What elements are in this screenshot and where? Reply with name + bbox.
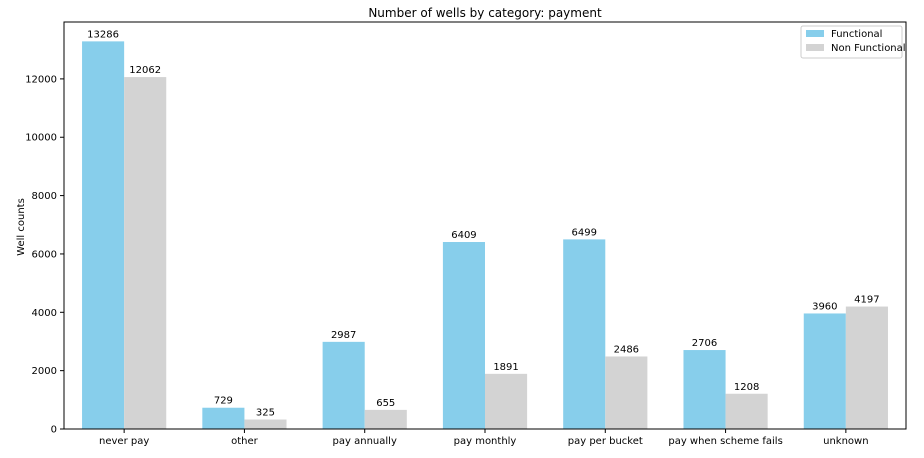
x-axis: never pay other pay annually pay monthly pay… <box>99 429 869 447</box>
bar-functional-unknown <box>803 313 846 429</box>
bar-value-non-functional-never-pay: 12062 <box>129 65 161 76</box>
bar-value-functional-pay-per-bucket: 6499 <box>572 227 597 238</box>
bar-non-functional-pay-monthly <box>485 373 528 429</box>
y-tick-label: 4000 <box>32 308 57 319</box>
bar-non-functional-pay-per-bucket <box>605 356 648 429</box>
bar-non-functional-pay-annually <box>364 409 407 429</box>
bar-functional-never-pay <box>82 41 125 429</box>
bar-functional-pay-annually <box>322 341 365 429</box>
bar-functional-pay-when-scheme-fails <box>683 350 726 429</box>
bar-value-non-functional-pay-annually: 655 <box>376 398 395 409</box>
legend-label-functional: Functional <box>831 29 882 40</box>
bar-value-non-functional-other: 325 <box>256 408 275 419</box>
bar-non-functional-unknown <box>845 306 888 429</box>
legend-swatch-functional <box>806 30 824 37</box>
y-tick-label: 12000 <box>25 74 57 85</box>
x-tick-label-pay-per-bucket: pay per bucket <box>568 436 643 447</box>
bar-value-non-functional-unknown: 4197 <box>854 295 879 306</box>
bar-non-functional-pay-when-scheme-fails <box>725 393 768 429</box>
bar-functional-other <box>202 407 245 429</box>
bar-non-functional-other <box>244 419 287 429</box>
bar-value-functional-pay-when-scheme-fails: 2706 <box>692 338 717 349</box>
y-tick-label: 10000 <box>25 133 57 144</box>
x-tick-label-pay-when-scheme-fails: pay when scheme fails <box>668 436 782 447</box>
plot-frame <box>63 21 907 430</box>
y-tick-label: 0 <box>51 425 57 436</box>
x-tick-label-pay-annually: pay annually <box>333 436 397 447</box>
legend-label-non-functional: Non Functional <box>831 43 906 54</box>
bar-value-functional-pay-monthly: 6409 <box>451 230 476 241</box>
legend: Functional Non Functional <box>800 25 906 59</box>
bar-value-non-functional-pay-per-bucket: 2486 <box>614 344 639 355</box>
bar-value-functional-other: 729 <box>214 396 233 407</box>
y-tick-label: 8000 <box>32 191 57 202</box>
y-tick-label: 2000 <box>32 366 57 377</box>
bar-functional-pay-per-bucket <box>563 239 606 429</box>
y-tick-label: 6000 <box>32 249 57 260</box>
bar-functional-pay-monthly <box>442 242 485 429</box>
legend-swatch-non-functional <box>806 44 824 51</box>
legend-box <box>800 25 903 59</box>
bar-non-functional-never-pay <box>124 77 167 429</box>
chart-title: Number of wells by category: payment <box>368 6 602 20</box>
bar-value-functional-never-pay: 13286 <box>87 29 119 40</box>
x-tick-label-other: other <box>231 436 259 447</box>
x-tick-label-pay-monthly: pay monthly <box>454 436 517 447</box>
bar-value-non-functional-pay-when-scheme-fails: 1208 <box>734 382 759 393</box>
x-tick-label-unknown: unknown <box>823 436 868 447</box>
y-axis-label: Well counts <box>16 198 27 256</box>
bar-value-labels: 13286 12062 729 325 2987 655 6409 1891 6499 2486 2… <box>87 29 879 418</box>
bar-value-functional-pay-annually: 2987 <box>331 330 356 341</box>
x-tick-label-never-pay: never pay <box>99 436 149 447</box>
bars <box>82 41 888 429</box>
y-axis: 0 2000 4000 6000 8000 10000 12000 <box>25 74 64 436</box>
bar-value-functional-unknown: 3960 <box>812 301 837 312</box>
bar-value-non-functional-pay-monthly: 1891 <box>493 362 518 373</box>
